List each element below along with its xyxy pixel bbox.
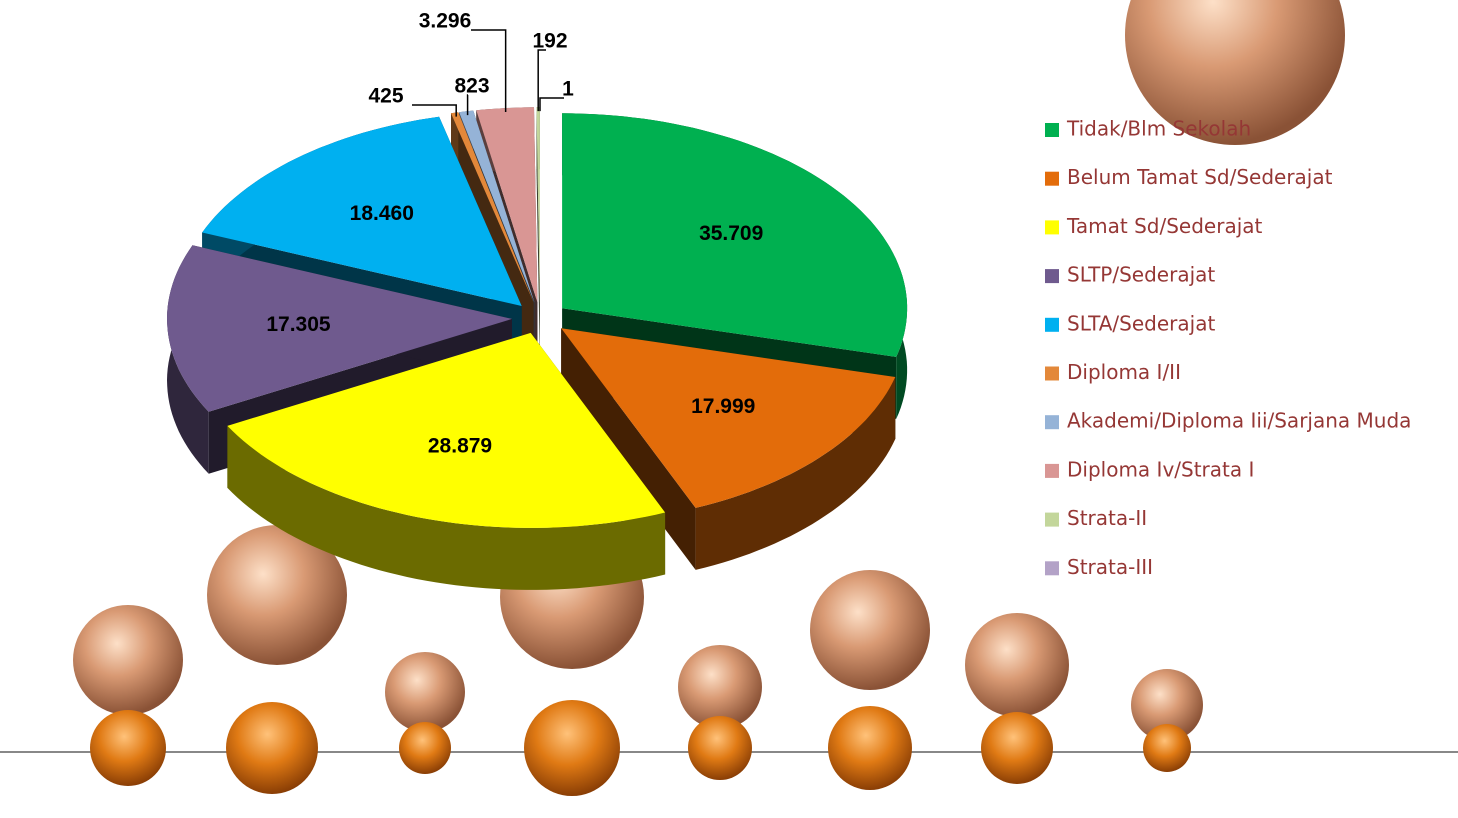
legend-label: SLTP/Sederajat xyxy=(1067,263,1215,287)
legend-swatch xyxy=(1045,464,1059,478)
sphere xyxy=(1143,724,1191,772)
sphere xyxy=(828,706,912,790)
sphere xyxy=(810,570,930,690)
legend-swatch xyxy=(1045,367,1059,381)
pie xyxy=(167,107,907,590)
data-label: 17.999 xyxy=(691,395,755,418)
legend-swatch xyxy=(1045,123,1059,137)
data-label: 18.460 xyxy=(350,202,414,225)
legend-swatch xyxy=(1045,561,1059,575)
legend-swatch xyxy=(1045,318,1059,332)
sphere xyxy=(965,613,1069,717)
legend-label: Strata-II xyxy=(1067,506,1147,530)
legend-swatch xyxy=(1045,220,1059,234)
data-label: 3.296 xyxy=(419,10,472,33)
legend-swatch xyxy=(1045,269,1059,283)
sphere xyxy=(399,722,451,774)
data-label: 823 xyxy=(454,75,489,98)
legend-label: Strata-III xyxy=(1067,555,1153,579)
leader-line xyxy=(471,30,506,112)
sphere xyxy=(90,710,166,786)
legend-swatch xyxy=(1045,415,1059,429)
legend-swatch xyxy=(1045,513,1059,527)
sphere xyxy=(385,652,465,732)
legend-label: Tamat Sd/Sederajat xyxy=(1066,214,1263,238)
sphere xyxy=(73,605,183,715)
data-label: 28.879 xyxy=(428,435,492,458)
legend-label: Belum Tamat Sd/Sederajat xyxy=(1067,165,1333,189)
sphere xyxy=(981,712,1053,784)
data-label: 35.709 xyxy=(699,222,763,245)
legend-swatch xyxy=(1045,172,1059,186)
data-label: 17.305 xyxy=(266,313,331,336)
legend-label: Diploma I/II xyxy=(1067,360,1181,384)
leader-line xyxy=(540,98,564,111)
data-label: 1 xyxy=(562,78,574,101)
legend-label: Diploma Iv/Strata I xyxy=(1067,457,1254,481)
sphere xyxy=(524,700,620,796)
data-label: 192 xyxy=(532,30,567,53)
legend-label: SLTA/Sederajat xyxy=(1067,311,1215,335)
legend-label: Tidak/Blm Sekolah xyxy=(1066,117,1251,141)
sphere xyxy=(688,716,752,780)
legend-label: Akademi/Diploma Iii/Sarjana Muda xyxy=(1067,409,1411,433)
leader-line xyxy=(412,105,456,117)
data-label: 425 xyxy=(368,85,403,108)
sphere xyxy=(226,702,318,794)
legend: Tidak/Blm Sekolah Belum Tamat Sd/Sederaja… xyxy=(1045,117,1411,579)
